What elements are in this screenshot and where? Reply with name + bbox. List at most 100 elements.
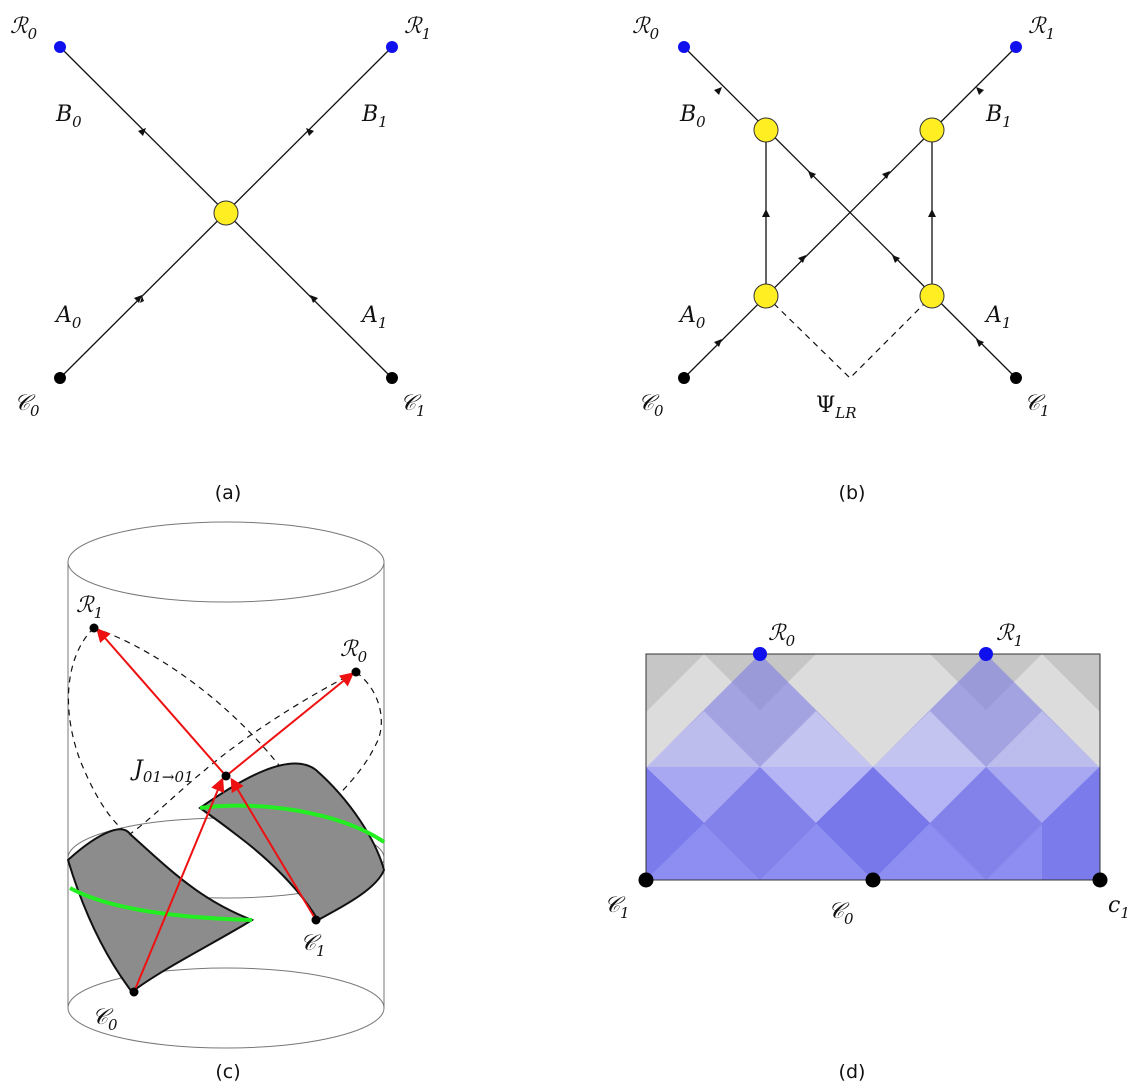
point-c0	[129, 987, 139, 997]
arrow-c1-j	[230, 777, 317, 921]
label-r1: ℛ1	[996, 621, 1023, 650]
diamond-overlay-2	[646, 654, 873, 880]
label-a0: A0	[54, 303, 82, 332]
label-r1: ℛ1	[404, 14, 431, 43]
point-c1-left	[638, 872, 654, 888]
dark-diamond-2	[1042, 767, 1100, 880]
gray-triangle-1	[646, 654, 704, 712]
vertex-a0	[753, 283, 779, 309]
label-c1: 𝒞1	[400, 391, 426, 420]
caption-a: (a)	[215, 482, 241, 504]
light-diamond-3	[873, 711, 986, 823]
light-diamond-2	[986, 711, 1099, 823]
arrow-a0-head	[134, 295, 142, 303]
vertex-b0	[753, 117, 779, 143]
label-b0: B0	[679, 102, 706, 131]
label-r1: ℛ1	[76, 593, 103, 622]
label-r0: ℛ0	[768, 621, 796, 650]
label-c0: 𝒞0	[92, 1005, 118, 1034]
label-r1: ℛ1	[1028, 14, 1055, 43]
vertex-b1	[919, 117, 945, 143]
point-c1-right	[1092, 872, 1108, 888]
vertex-node	[213, 200, 239, 226]
point-c0	[54, 372, 66, 384]
arrow-a0-b1	[798, 255, 806, 263]
boundary-point-r0	[678, 41, 690, 53]
label-c1-left: 𝒞1	[604, 893, 630, 922]
arrow-b1-r1	[976, 87, 984, 95]
dark-diamond-1	[816, 767, 930, 880]
arrow-a0	[140, 296, 144, 303]
arrow-b0-head	[138, 128, 146, 136]
label-c1: 𝒞1	[1024, 391, 1050, 420]
boundary-point-r1	[1010, 41, 1022, 53]
arrow-cross-1	[882, 171, 890, 179]
arrow-cross-2	[808, 171, 816, 179]
point-c0	[865, 872, 881, 888]
arrow-b0-r0	[714, 87, 722, 95]
arrow-vert-left	[762, 209, 770, 217]
label-c0: 𝒞0	[638, 391, 664, 420]
point-c0	[678, 372, 690, 384]
label-b1: B1	[985, 102, 1012, 131]
cylinder-top	[67, 521, 385, 603]
label-a1: A1	[984, 303, 1011, 332]
point-r1	[89, 623, 99, 633]
point-r0	[351, 667, 361, 677]
caption-b: (b)	[839, 482, 866, 504]
light-diamond-4	[646, 711, 760, 823]
gray-triangle-3	[816, 654, 930, 710]
boundary-point-r1	[386, 41, 398, 53]
gray-triangle-2	[704, 654, 816, 710]
line-c1-r0	[683, 46, 1017, 379]
point-c1	[1010, 372, 1022, 384]
light-diamond-1	[760, 711, 873, 823]
entanglement-wedge-right	[198, 762, 386, 922]
geodesic-right	[199, 803, 386, 844]
cylinder-bottom	[67, 967, 385, 1049]
caption-d: (d)	[839, 1061, 866, 1083]
label-c0: 𝒞0	[828, 899, 854, 928]
arrow-b1-head	[306, 128, 314, 136]
dark-diamond-3	[646, 767, 704, 880]
dashed-curve-r0	[129, 671, 357, 835]
arrow-vert-right	[928, 209, 936, 217]
causal-diamond-grid	[646, 654, 1100, 880]
vertex-a1	[919, 283, 945, 309]
panel-c: ℛ1 ℛ0 J01→01 𝒞1 𝒞0 (c)	[66, 521, 386, 1083]
boundary-point-r1	[979, 647, 993, 661]
point-j	[221, 771, 231, 781]
label-psi: ΨLR	[816, 393, 857, 422]
label-r0: ℛ0	[340, 637, 368, 666]
label-b1: B1	[361, 102, 388, 131]
arrow-a1-head	[310, 295, 318, 303]
panel-a: ℛ0 ℛ1 B0 B1 A0 A1 𝒞0 𝒞1 (a)	[10, 14, 431, 504]
geodesic-left	[69, 886, 253, 922]
panel-d: ℛ0 ℛ1 𝒞1 𝒞0 c1 (d)	[604, 621, 1130, 1083]
boundary-point-r0	[753, 647, 767, 661]
dashed-state-psi	[765, 295, 933, 379]
caption-c: (c)	[215, 1061, 240, 1083]
gray-triangle-5	[1042, 654, 1100, 712]
label-b0: B0	[55, 102, 82, 131]
gray-triangle-4	[930, 654, 1042, 710]
label-a0: A0	[678, 303, 706, 332]
label-c0: 𝒞0	[14, 391, 40, 420]
arrow-c0-a0	[714, 339, 722, 347]
label-r0: ℛ0	[10, 14, 38, 43]
arrow-j-r0	[225, 672, 355, 777]
label-j: J01→01	[130, 757, 194, 786]
arrow-a1-b0	[892, 255, 900, 263]
point-c1	[386, 372, 398, 384]
panel-b: ℛ0 ℛ1 B0 B1 A0 A1 𝒞0 𝒞1 ΨLR (b)	[632, 14, 1055, 504]
arrow-c1-a1	[976, 339, 984, 347]
arrow-c0-j	[133, 777, 225, 993]
boundary-point-r0	[54, 41, 66, 53]
label-c1-right: c1	[1108, 893, 1130, 922]
point-c1	[311, 915, 321, 925]
arrow-j-r1	[96, 627, 227, 777]
label-r0: ℛ0	[632, 14, 660, 43]
dashed-curve-left	[67, 627, 131, 835]
label-a1: A1	[360, 303, 387, 332]
